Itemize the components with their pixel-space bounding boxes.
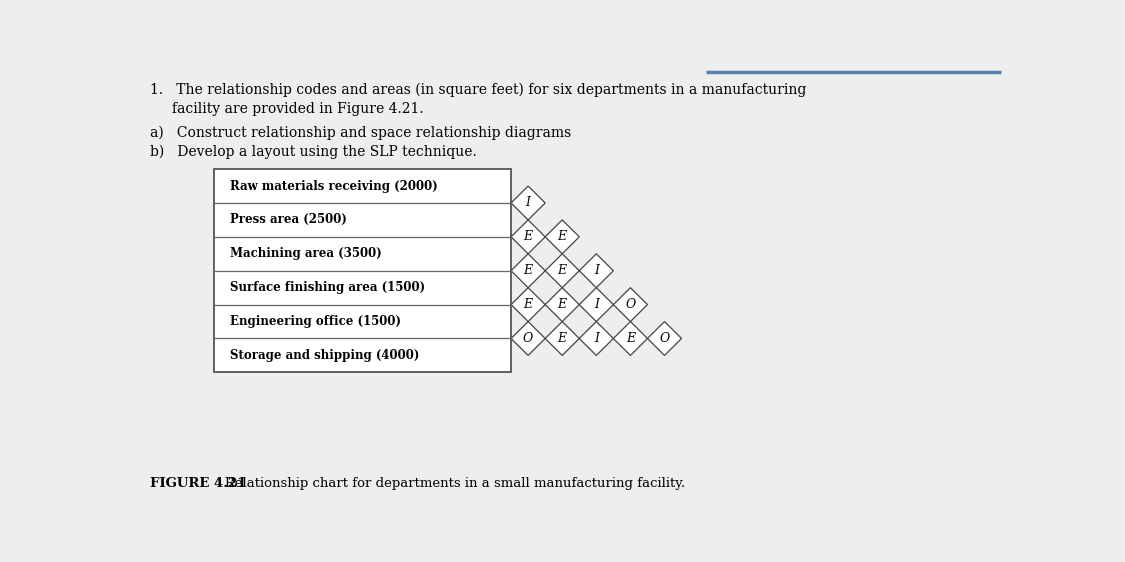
Text: O: O: [626, 298, 636, 311]
Polygon shape: [511, 254, 546, 288]
Text: I: I: [594, 264, 598, 277]
Text: E: E: [523, 298, 533, 311]
Polygon shape: [546, 254, 579, 288]
Polygon shape: [648, 321, 682, 355]
Text: E: E: [558, 230, 567, 243]
Text: b)   Develop a layout using the SLP technique.: b) Develop a layout using the SLP techni…: [150, 144, 477, 159]
Text: O: O: [523, 332, 533, 345]
Bar: [214, 169, 511, 373]
Text: Machining area (3500): Machining area (3500): [229, 247, 381, 260]
Text: E: E: [626, 332, 634, 345]
Text: Surface finishing area (1500): Surface finishing area (1500): [229, 281, 425, 294]
Text: I: I: [525, 197, 531, 210]
Text: 1.   The relationship codes and areas (in square feet) for six departments in a : 1. The relationship codes and areas (in …: [150, 83, 807, 97]
Text: facility are provided in Figure 4.21.: facility are provided in Figure 4.21.: [150, 102, 423, 116]
Text: Raw materials receiving (2000): Raw materials receiving (2000): [229, 179, 438, 193]
Polygon shape: [511, 321, 546, 355]
Text: E: E: [558, 264, 567, 277]
Polygon shape: [579, 288, 613, 321]
Text: E: E: [523, 264, 533, 277]
Text: FIGURE 4.21: FIGURE 4.21: [150, 477, 246, 490]
Polygon shape: [546, 321, 579, 355]
Text: I: I: [594, 332, 598, 345]
Polygon shape: [613, 321, 648, 355]
Text: Relationship chart for departments in a small manufacturing facility.: Relationship chart for departments in a …: [213, 477, 685, 490]
Polygon shape: [579, 254, 613, 288]
Text: E: E: [558, 298, 567, 311]
Polygon shape: [579, 321, 613, 355]
Text: O: O: [659, 332, 669, 345]
Polygon shape: [511, 186, 546, 220]
Polygon shape: [546, 220, 579, 254]
Text: Engineering office (1500): Engineering office (1500): [229, 315, 400, 328]
Text: I: I: [594, 298, 598, 311]
Text: E: E: [558, 332, 567, 345]
Polygon shape: [511, 288, 546, 321]
Polygon shape: [613, 288, 648, 321]
Polygon shape: [511, 220, 546, 254]
Text: Storage and shipping (4000): Storage and shipping (4000): [229, 349, 420, 362]
Polygon shape: [546, 288, 579, 321]
Text: E: E: [523, 230, 533, 243]
Text: a)   Construct relationship and space relationship diagrams: a) Construct relationship and space rela…: [150, 125, 572, 139]
Text: Press area (2500): Press area (2500): [229, 214, 346, 226]
